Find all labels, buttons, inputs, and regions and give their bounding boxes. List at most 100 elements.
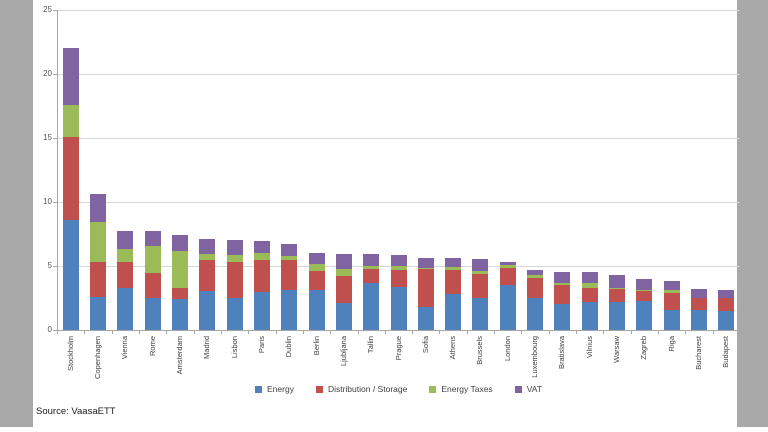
bar-segment-energy-taxes-luxembourg [527, 274, 544, 278]
y-axis-label: 25 [43, 5, 52, 14]
bar-segment-energy-taxes-warsaw [609, 287, 626, 290]
x-axis-tick [330, 330, 332, 334]
bar-segment-vat-paris [253, 241, 270, 253]
bar-segment-energy-bratislava [554, 304, 571, 330]
bar-segment-energy-bucharest [691, 309, 708, 330]
gridline-15 [57, 138, 740, 139]
x-axis-label-sofia: Sofia [420, 336, 430, 354]
bar-segment-distribution-storage-ljubljana [335, 276, 352, 304]
bar-segment-distribution-storage-lisbon [226, 262, 243, 298]
bar-segment-energy-brussels [472, 298, 489, 330]
y-axis-tick [53, 202, 57, 203]
x-axis-tick [412, 330, 414, 334]
bar-segment-energy-taxes-ljubljana [335, 268, 352, 277]
bar-segment-energy-taxes-bratislava [554, 282, 571, 286]
bar-segment-distribution-storage-tallin [363, 268, 380, 284]
bar-segment-distribution-storage-warsaw [609, 289, 626, 302]
legend-item-energy: Energy [255, 384, 294, 394]
x-axis-label-dublin: Dublin [284, 336, 294, 358]
bar-segment-energy-taxes-madrid [199, 253, 216, 261]
x-axis-label-berlin: Berlin [311, 336, 321, 356]
bar-segment-energy-london [499, 285, 516, 330]
x-axis-tick [494, 330, 496, 334]
bar-segment-distribution-storage-vilnius [581, 288, 598, 302]
bar-segment-energy-taxes-amsterdam [171, 250, 188, 288]
source-note: Source: VaasaETT [36, 406, 116, 417]
x-axis-tick [712, 330, 714, 334]
bar-segment-energy-taxes-rome [144, 246, 161, 274]
x-axis-label-luxembourg: Luxembourg [530, 336, 540, 378]
x-axis-tick [57, 330, 58, 334]
y-axis-tick [53, 10, 57, 11]
bar-segment-energy-taxes-paris [253, 252, 270, 260]
x-axis-tick [630, 330, 632, 334]
y-axis-label: 15 [43, 133, 52, 142]
x-axis-label-paris: Paris [256, 336, 266, 354]
bar-segment-vat-bratislava [554, 271, 571, 283]
y-axis-label: 20 [43, 69, 52, 78]
gridline-25 [57, 10, 740, 11]
bar-segment-vat-budapest [718, 290, 735, 298]
gridline-0 [57, 330, 740, 331]
bar-segment-energy-taxes-london [499, 265, 516, 268]
x-axis-label-bucharest: Bucharest [694, 336, 704, 370]
bar-segment-energy-paris [253, 291, 270, 330]
x-axis-tick [658, 330, 660, 334]
bar-segment-distribution-storage-stockholm [62, 136, 79, 220]
bar-segment-distribution-storage-brussels [472, 274, 489, 298]
bar-segment-distribution-storage-riga [663, 292, 680, 310]
bar-segment-vat-vienna [117, 230, 134, 250]
x-axis-label-copenhagen: Copenhagen [92, 336, 102, 379]
legend-label: VAT [526, 384, 542, 394]
x-axis-tick [248, 330, 250, 334]
bar-segment-energy-taxes-stockholm [62, 104, 79, 137]
bar-segment-energy-stockholm [62, 219, 79, 330]
bar-segment-energy-madrid [199, 290, 216, 330]
x-axis-label-rome: Rome [147, 336, 157, 357]
x-axis-label-riga: Riga [666, 336, 676, 352]
x-axis-tick [138, 330, 140, 334]
bar-segment-distribution-storage-copenhagen [89, 261, 106, 297]
x-axis-tick [548, 330, 550, 334]
gridline-10 [57, 202, 740, 203]
bar-segment-energy-riga [663, 309, 680, 330]
bar-segment-energy-taxes-vilnius [581, 282, 598, 289]
y-axis-line [57, 10, 58, 330]
bar-segment-distribution-storage-bratislava [554, 285, 571, 305]
bar-segment-distribution-storage-madrid [199, 260, 216, 291]
bar-segment-vat-bucharest [691, 289, 708, 298]
y-axis-label: 5 [47, 261, 52, 270]
legend-label: Distribution / Storage [327, 384, 408, 394]
bar-segment-energy-budapest [718, 310, 735, 330]
x-axis-label-budapest: Budapest [721, 336, 731, 368]
bar-segment-energy-lisbon [226, 298, 243, 330]
bar-segment-vat-copenhagen [89, 193, 106, 222]
bar-segment-energy-taxes-dublin [281, 255, 298, 260]
bar-segment-distribution-storage-luxembourg [527, 277, 544, 298]
bar-segment-energy-rome [144, 298, 161, 330]
bar-segment-distribution-storage-sofia [417, 269, 434, 307]
x-axis-tick [439, 330, 441, 334]
x-axis-label-london: London [502, 336, 512, 362]
bar-segment-vat-luxembourg [527, 269, 544, 275]
chart-legend: Energy Distribution / Storage Energy Taxes… [57, 384, 740, 394]
legend-label: Energy Taxes [441, 384, 493, 394]
bar-segment-distribution-storage-zagreb [636, 290, 653, 301]
bar-segment-distribution-storage-london [499, 267, 516, 286]
legend-swatch-icon [315, 385, 323, 393]
bar-segment-vat-warsaw [609, 274, 626, 288]
x-axis-label-ljubljana: Ljubljana [338, 336, 348, 367]
x-axis-label-vilnius: Vilnius [584, 336, 594, 358]
bar-segment-energy-ljubljana [335, 303, 352, 330]
bar-segment-vat-zagreb [636, 278, 653, 291]
x-axis-tick [466, 330, 468, 334]
legend-label: Energy [267, 384, 294, 394]
y-axis-tick [53, 74, 57, 75]
bar-segment-distribution-storage-vienna [117, 261, 134, 288]
x-axis-tick [220, 330, 222, 334]
bar-segment-energy-athens [445, 293, 462, 330]
legend-item-vat: VAT [514, 384, 542, 394]
x-axis-tick [740, 330, 741, 334]
